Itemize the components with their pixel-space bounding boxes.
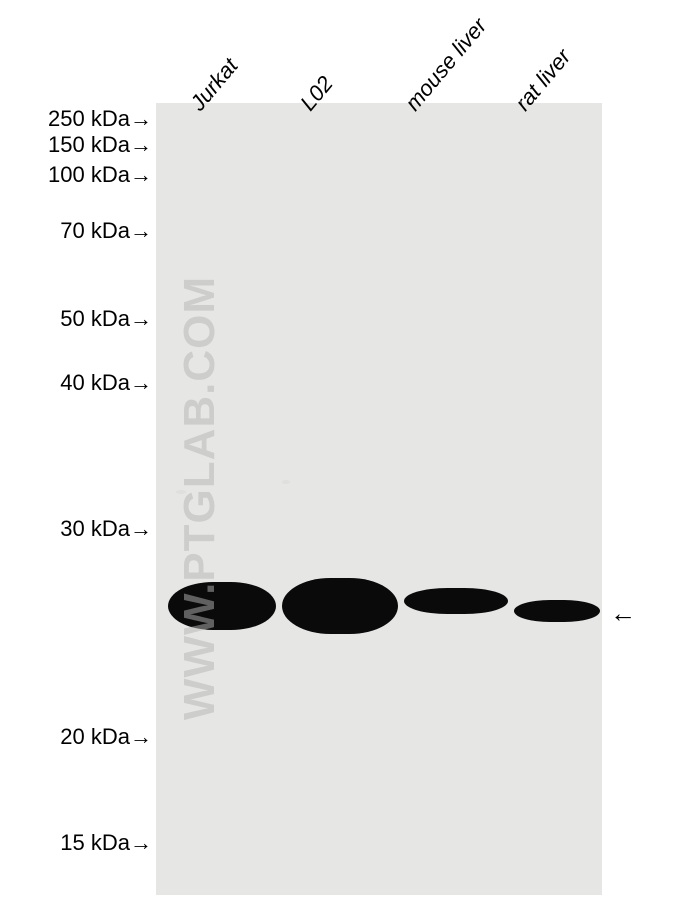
marker-2: 100 kDa→ bbox=[48, 162, 152, 188]
watermark-text: WWW.PTGLAB.COM bbox=[175, 248, 225, 748]
marker-6: 30 kDa→ bbox=[60, 516, 152, 542]
band-lane-2 bbox=[404, 588, 508, 614]
marker-1: 150 kDa→ bbox=[48, 132, 152, 158]
blot-figure: Jurkat L02 mouse liver rat liver 250 kDa… bbox=[0, 0, 680, 903]
lane-label-2: mouse liver bbox=[400, 13, 492, 116]
target-arrow-icon: ← bbox=[610, 598, 636, 629]
marker-4: 50 kDa→ bbox=[60, 306, 152, 332]
band-lane-1 bbox=[282, 578, 398, 634]
band-lane-3 bbox=[514, 600, 600, 622]
marker-5: 40 kDa→ bbox=[60, 370, 152, 396]
marker-7: 20 kDa→ bbox=[60, 724, 152, 750]
smudge-1 bbox=[282, 480, 290, 484]
marker-0: 250 kDa→ bbox=[48, 106, 152, 132]
marker-3: 70 kDa→ bbox=[60, 218, 152, 244]
marker-8: 15 kDa→ bbox=[60, 830, 152, 856]
